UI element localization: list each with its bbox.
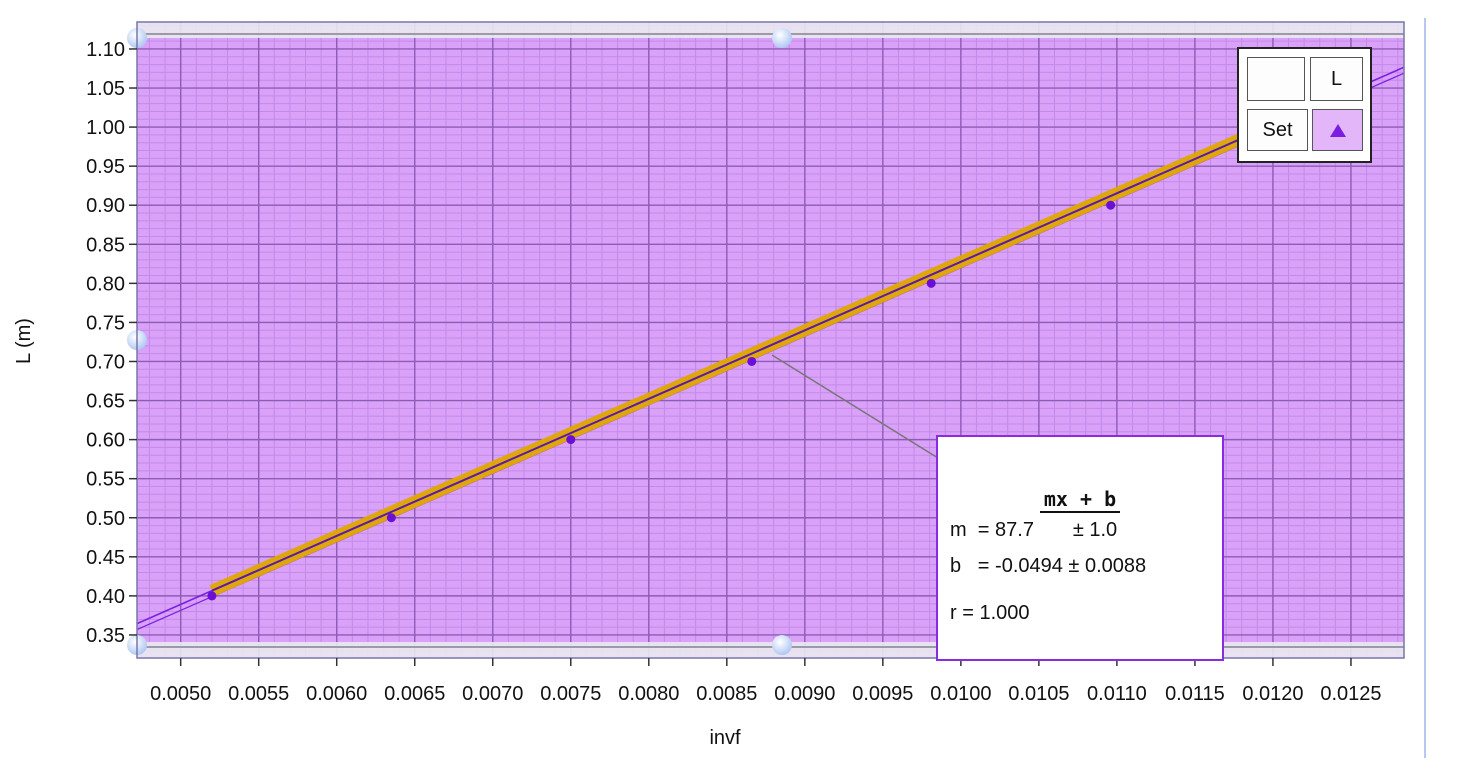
- y-tick-label: 0.60: [86, 430, 125, 452]
- fit-segment: [211, 113, 1297, 592]
- x-tick-label: 0.0085: [696, 683, 757, 705]
- data-point: [1106, 200, 1116, 210]
- x-axis-title: invf: [709, 727, 741, 749]
- fit-box-connector: [771, 354, 939, 459]
- x-tick-label: 0.0065: [384, 683, 445, 705]
- y-tick-label: 1.10: [86, 39, 125, 61]
- fit-layer: [137, 66, 1404, 631]
- data-point: [926, 278, 936, 288]
- legend-blank-button[interactable]: [1247, 57, 1305, 101]
- points-layer: [207, 200, 1116, 601]
- data-point: [386, 513, 396, 523]
- x-axis: 0.0050 0.0055 0.0060 0.0065 0.0070 0.0075 0.00…: [150, 658, 1382, 705]
- minor-grid: [137, 22, 1404, 658]
- x-tick-label: 0.0115: [1165, 683, 1225, 705]
- y-tick-label: 0.55: [86, 469, 125, 491]
- legend-series-button[interactable]: L: [1310, 57, 1363, 101]
- y-tick-label: 0.95: [86, 156, 125, 178]
- x-tick-label: 0.0070: [462, 683, 523, 705]
- data-point: [747, 356, 757, 366]
- panel-divider: [1424, 18, 1426, 758]
- fit-results-box[interactable]: mx + b m = 87.7 ± 1.0 b = -0.0494 ± 0.00…: [936, 435, 1224, 661]
- bottom-center-handle[interactable]: [772, 635, 792, 655]
- x-tick-label: 0.0075: [540, 683, 601, 705]
- y-tick-label: 0.40: [86, 586, 125, 608]
- x-tick-label: 0.0100: [930, 683, 991, 705]
- y-axis: 0.35 0.40 0.45 0.50 0.55 0.60 0.65 0.70 0.75 0.80…: [86, 39, 137, 647]
- triangle-up-icon: [1329, 123, 1346, 137]
- y-axis-title: L (m): [13, 318, 35, 364]
- x-tick-label: 0.0105: [1008, 683, 1069, 705]
- legend-marker-button[interactable]: [1312, 109, 1363, 151]
- y-tick-label: 0.90: [86, 195, 125, 217]
- intercept-result: b = -0.0494 ± 0.0088: [950, 555, 1147, 577]
- x-tick-label: 0.0095: [852, 683, 913, 705]
- data-point: [566, 435, 576, 445]
- fit-formula: mx + b: [938, 487, 1222, 513]
- x-tick-label: 0.0120: [1242, 683, 1303, 705]
- y-tick-label: 1.05: [86, 78, 125, 100]
- y-tick-label: 0.85: [86, 234, 125, 256]
- legend-set-button[interactable]: Set: [1247, 109, 1308, 151]
- slope-result: m = 87.7 ± 1.0: [950, 519, 1118, 541]
- top-center-handle[interactable]: [772, 28, 792, 48]
- y-tick-label: 0.80: [86, 273, 125, 295]
- x-tick-label: 0.0055: [228, 683, 289, 705]
- legend: L Set: [1237, 47, 1372, 163]
- y-tick-label: 0.70: [86, 351, 125, 373]
- y-tick-label: 0.45: [86, 547, 125, 569]
- y-tick-label: 0.75: [86, 312, 125, 334]
- x-tick-label: 0.0125: [1320, 683, 1381, 705]
- x-tick-label: 0.0080: [618, 683, 679, 705]
- correlation-result: r = 1.000: [950, 602, 1030, 624]
- drag-handles[interactable]: [127, 28, 792, 655]
- x-tick-label: 0.0060: [306, 683, 367, 705]
- y-tick-label: 0.65: [86, 391, 125, 413]
- y-tick-label: 0.35: [86, 625, 125, 647]
- data-point: [207, 591, 217, 601]
- y-tick-label: 0.50: [86, 508, 125, 530]
- fit-formula-text: mx + b: [1039, 487, 1121, 513]
- plot-frame: [136, 21, 1405, 659]
- x-tick-label: 0.0090: [774, 683, 835, 705]
- x-tick-label: 0.0050: [150, 683, 211, 705]
- y-tick-label: 1.00: [86, 117, 125, 139]
- x-tick-label: 0.0110: [1087, 683, 1147, 705]
